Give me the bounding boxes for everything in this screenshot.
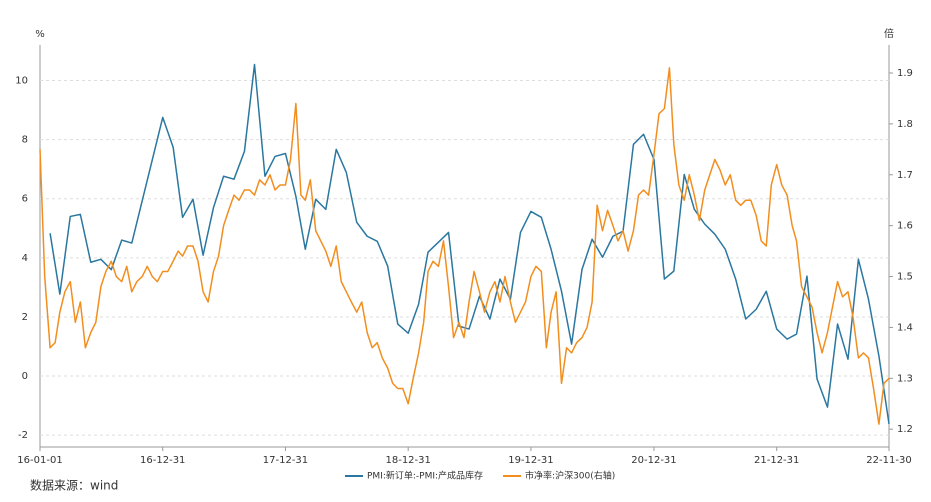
x-tick-label: 20-12-31 bbox=[631, 455, 676, 466]
legend-label: PMI:新订单:-PMI:产成品库存 bbox=[367, 470, 483, 482]
x-tick-label: 19-12-31 bbox=[508, 455, 553, 466]
x-tick-label: 16-12-31 bbox=[140, 455, 185, 466]
y2-tick-label: 1.4 bbox=[897, 322, 913, 333]
x-tick-label: 22-11-30 bbox=[866, 455, 911, 466]
y2-tick-label: 1.3 bbox=[897, 373, 913, 384]
y2-tick-label: 1.8 bbox=[897, 119, 913, 130]
y-tick-label: 10 bbox=[15, 75, 28, 86]
series-line bbox=[49, 63, 890, 425]
y-tick-label: -2 bbox=[18, 430, 28, 441]
y-tick-label: 4 bbox=[22, 253, 28, 264]
x-tick-label: 18-12-31 bbox=[385, 455, 430, 466]
source-note: 数据来源：wind bbox=[30, 478, 118, 493]
y-tick-label: 0 bbox=[22, 371, 28, 382]
y2-axis-unit: 倍 bbox=[884, 27, 894, 40]
legend-label: 市净率:沪深300(右轴) bbox=[525, 470, 615, 482]
y2-tick-label: 1.9 bbox=[897, 68, 913, 79]
series-line bbox=[39, 67, 890, 425]
legend: PMI:新订单:-PMI:产成品库存 市净率:沪深300(右轴) bbox=[345, 470, 615, 482]
y-axis-unit: % bbox=[35, 29, 45, 40]
y2-tick-label: 1.5 bbox=[897, 272, 913, 283]
x-tick-label: 16-01-01 bbox=[17, 455, 62, 466]
x-tick-label: 21-12-31 bbox=[754, 455, 799, 466]
y-tick-label: 2 bbox=[22, 312, 28, 323]
y2-tick-label: 1.2 bbox=[897, 424, 913, 435]
x-tick-label: 17-12-31 bbox=[263, 455, 308, 466]
y-tick-label: 6 bbox=[22, 194, 28, 205]
y-tick-label: 8 bbox=[22, 135, 28, 146]
y2-tick-label: 1.7 bbox=[897, 170, 913, 181]
y2-tick-label: 1.6 bbox=[897, 221, 913, 232]
